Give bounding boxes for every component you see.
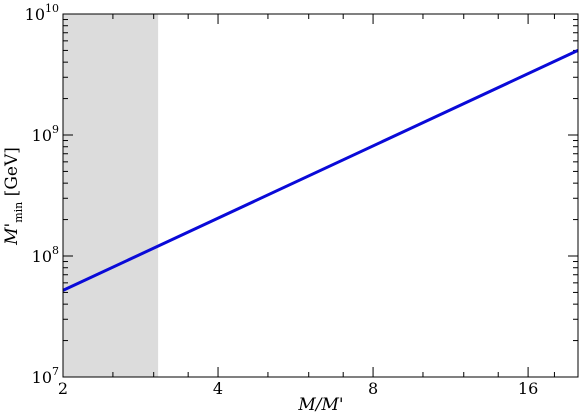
x-tick-label: 2	[58, 379, 68, 398]
x-tick-label: 16	[518, 379, 538, 398]
y-tick-label: 107	[32, 365, 59, 387]
y-tick-label: 109	[32, 123, 59, 145]
y-axis-label: M'min [GeV]	[2, 147, 25, 246]
y-tick-label: 108	[32, 244, 59, 266]
y-tick-label: 1010	[25, 2, 59, 24]
minor-ticks	[63, 14, 578, 377]
y-tick-labels: 107 108 109 1010	[25, 2, 59, 387]
x-tick-label: 4	[213, 379, 223, 398]
x-tick-labels: 2 4 8 16	[58, 379, 538, 398]
x-tick-label: 8	[368, 379, 378, 398]
plot-frame	[62, 13, 579, 378]
x-axis-label: M/M'	[297, 395, 343, 414]
shaded-region	[63, 14, 159, 377]
excluded-region-shading	[63, 14, 159, 377]
series-layer	[62, 49, 579, 292]
series-line	[62, 49, 579, 292]
